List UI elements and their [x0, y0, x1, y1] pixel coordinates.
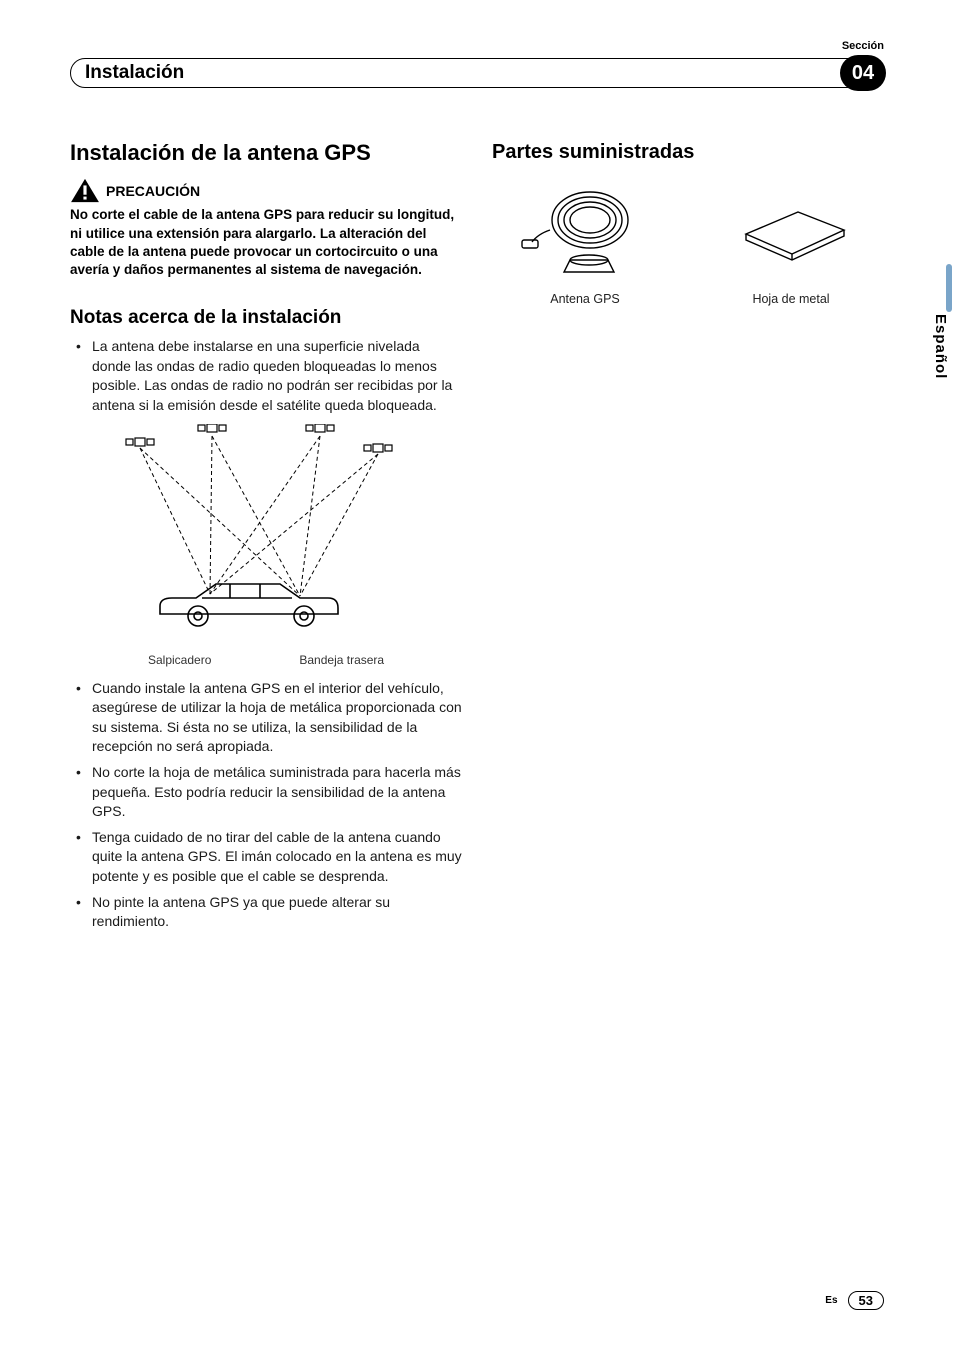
footer-language-code: Es	[825, 1295, 837, 1306]
notes-list: La antena debe instalarse en una superfi…	[70, 337, 462, 415]
side-tab-indicator	[946, 264, 952, 312]
car-satellite-diagram: Salpicadero Bandeja trasera	[90, 424, 462, 667]
parts-heading: Partes suministradas	[492, 140, 884, 164]
left-column: Instalación de la antena GPS PRECAUCIÓN …	[70, 140, 462, 938]
caution-label: PRECAUCIÓN	[106, 183, 200, 199]
list-item: Cuando instale la antena GPS en el inter…	[92, 679, 462, 757]
footer-page-number: 53	[848, 1291, 884, 1310]
language-side-tab: Español	[930, 264, 954, 379]
part-metal-sheet: Hoja de metal	[698, 182, 884, 306]
main-heading: Instalación de la antena GPS	[70, 140, 462, 166]
notes-heading: Notas acerca de la instalación	[70, 307, 462, 329]
list-item: No corte la hoja de metálica suministrad…	[92, 763, 462, 822]
caution-text: No corte el cable de la antena GPS para …	[70, 206, 462, 279]
part-label: Hoja de metal	[698, 292, 884, 306]
list-item: No pinte la antena GPS ya que puede alte…	[92, 893, 462, 932]
page-footer: Es 53	[825, 1291, 884, 1310]
right-column: Partes suministradas	[492, 140, 884, 938]
caution-row: PRECAUCIÓN	[70, 178, 462, 204]
header-bar: Instalación	[70, 58, 884, 88]
part-gps-antenna: Antena GPS	[492, 182, 678, 306]
section-number-badge: 04	[840, 55, 886, 91]
part-label: Antena GPS	[492, 292, 678, 306]
diagram-label-rear-tray: Bandeja trasera	[299, 653, 384, 667]
section-label: Sección	[842, 40, 884, 52]
side-tab-label: Español	[932, 314, 949, 379]
warning-icon	[70, 178, 100, 204]
page-header: Sección Instalación 04	[70, 40, 884, 100]
header-title: Instalación	[85, 62, 184, 84]
list-item: Tenga cuidado de no tirar del cable de l…	[92, 828, 462, 887]
list-item: La antena debe instalarse en una superfi…	[92, 337, 462, 415]
notes-list-continued: Cuando instale la antena GPS en el inter…	[70, 679, 462, 932]
diagram-label-dashboard: Salpicadero	[148, 653, 211, 667]
